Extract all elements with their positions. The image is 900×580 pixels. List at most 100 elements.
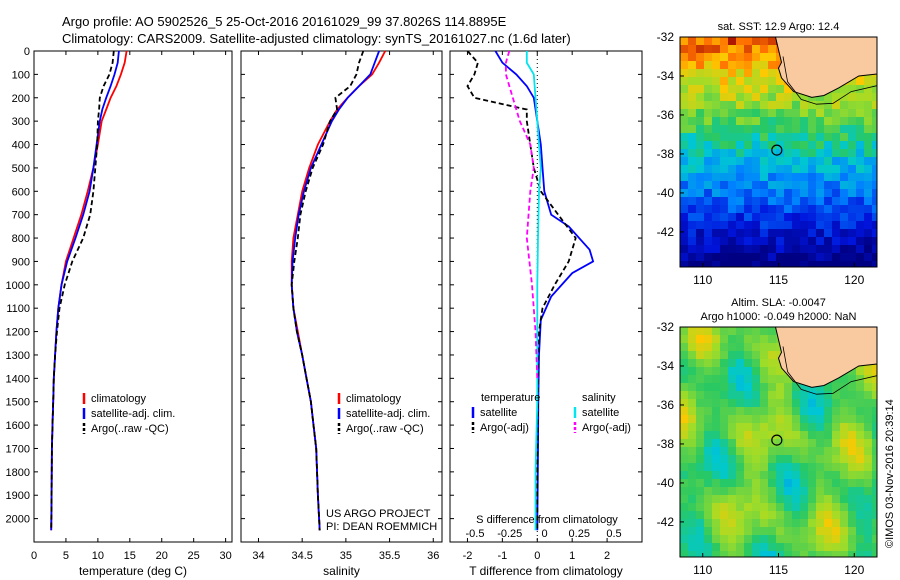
y-tick-label: 500	[12, 163, 30, 175]
map-cell	[848, 519, 857, 528]
map-cell	[792, 181, 801, 190]
map-cell	[784, 133, 793, 142]
map-cell	[752, 37, 761, 46]
map-cell	[776, 109, 785, 118]
map-cell	[752, 447, 761, 456]
map-cell	[688, 253, 697, 262]
map-cell	[824, 213, 833, 222]
map-cell	[872, 93, 877, 102]
x-top-tick-label: 0.25	[569, 528, 590, 540]
map-cell	[712, 367, 721, 376]
map-cell	[712, 399, 721, 408]
legend-label: Argo(-adj)	[582, 422, 631, 434]
y-tick-label: 700	[12, 210, 30, 222]
map-cell	[728, 157, 737, 166]
map-cell	[744, 479, 753, 488]
map-cell	[696, 415, 705, 424]
map-cell	[736, 351, 745, 360]
y-tick-label: -40	[657, 476, 675, 490]
map-cell	[736, 383, 745, 392]
map-cell	[688, 519, 697, 528]
map-cell	[688, 495, 697, 504]
map-cell	[744, 93, 753, 102]
map-cell	[784, 495, 793, 504]
map-cell	[848, 261, 857, 267]
map-cell	[864, 431, 873, 440]
map-cell	[840, 117, 849, 126]
map-cell	[864, 543, 873, 552]
map-cell	[736, 229, 745, 238]
x-top-tick-label: 0.5	[606, 528, 621, 540]
map-cell	[736, 189, 745, 198]
map-cell	[720, 157, 729, 166]
map-cell	[688, 423, 697, 432]
map-cell	[824, 535, 833, 544]
map-cell	[776, 367, 785, 376]
map-cell	[824, 415, 833, 424]
map-cell	[680, 543, 689, 552]
map-cell	[744, 431, 753, 440]
map-cell	[864, 101, 873, 110]
map-cell	[712, 173, 721, 182]
project-line-2: PI: DEAN ROEMMICH	[326, 521, 437, 533]
x-tick-label: 25	[188, 550, 200, 562]
map-cell	[840, 471, 849, 480]
map-cell	[832, 189, 841, 198]
map-cell	[744, 221, 753, 230]
map-cell	[752, 551, 761, 557]
map-cell	[736, 101, 745, 110]
map-cell	[800, 101, 809, 110]
map-cell	[800, 399, 809, 408]
map-cell	[680, 245, 689, 254]
map-cell	[776, 399, 785, 408]
map-cell	[808, 261, 817, 267]
map-cell	[808, 391, 817, 400]
map-cell	[688, 503, 697, 512]
map-cell	[720, 253, 729, 262]
map-cell	[744, 213, 753, 222]
map-cell	[720, 327, 729, 336]
map-cell	[704, 503, 713, 512]
map-cell	[768, 197, 777, 206]
map-cell	[760, 359, 769, 368]
map-cell	[792, 221, 801, 230]
map-cell	[704, 85, 713, 94]
map-cell	[688, 383, 697, 392]
map-cell	[680, 157, 689, 166]
map-cell	[784, 165, 793, 174]
x-tick-label: -1	[497, 550, 507, 562]
map-cell	[800, 479, 809, 488]
map-cell	[744, 45, 753, 54]
map-cell	[872, 173, 877, 182]
map-cell	[872, 495, 877, 504]
map-cell	[696, 221, 705, 230]
map-cell	[760, 495, 769, 504]
map-cell	[704, 335, 713, 344]
map-cell	[712, 327, 721, 336]
map-cell	[848, 527, 857, 536]
legend-label: satellite	[582, 407, 619, 419]
map-cell	[792, 455, 801, 464]
map-cell	[808, 117, 817, 126]
map-cell	[792, 479, 801, 488]
map-cell	[792, 535, 801, 544]
map-cell	[736, 85, 745, 94]
map-cell	[720, 351, 729, 360]
map-cell	[816, 447, 825, 456]
map-cell	[768, 503, 777, 512]
map-cell	[824, 117, 833, 126]
map-cell	[872, 125, 877, 134]
map-cell	[680, 165, 689, 174]
map-cell	[688, 197, 697, 206]
map-cell	[800, 197, 809, 206]
map-cell	[792, 149, 801, 158]
map-cell	[856, 471, 865, 480]
map-cell	[704, 327, 713, 336]
map-cell	[784, 423, 793, 432]
map-cell	[696, 471, 705, 480]
map-cell	[696, 109, 705, 118]
map-cell	[736, 439, 745, 448]
map-cell	[704, 165, 713, 174]
map-cell	[688, 101, 697, 110]
map-cell	[768, 101, 777, 110]
